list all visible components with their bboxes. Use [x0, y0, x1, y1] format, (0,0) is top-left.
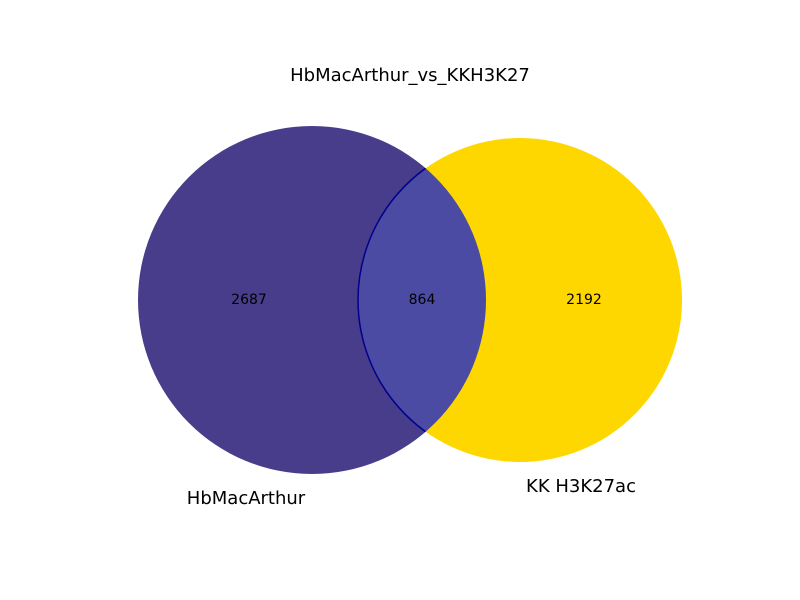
intersection-count: 864: [409, 292, 436, 308]
chart-title: HbMacArthur_vs_KKH3K27: [290, 65, 530, 86]
set-b-label: KK H3K27ac: [526, 476, 636, 497]
set-a-label: HbMacArthur: [187, 488, 306, 509]
set-b-only-count: 2192: [566, 292, 602, 308]
intersection-region: [357, 137, 486, 463]
set-a-only-count: 2687: [231, 292, 267, 308]
